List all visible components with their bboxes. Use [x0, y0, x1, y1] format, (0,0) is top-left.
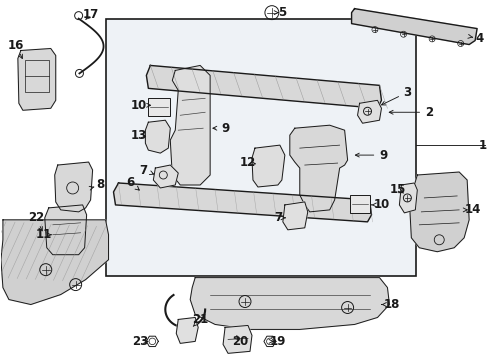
Text: 16: 16: [8, 39, 24, 52]
Text: 17: 17: [82, 8, 99, 21]
Polygon shape: [282, 202, 307, 230]
Polygon shape: [357, 100, 381, 123]
Polygon shape: [399, 183, 416, 213]
Text: 11: 11: [36, 228, 52, 241]
Text: 10: 10: [372, 198, 389, 211]
Polygon shape: [113, 183, 371, 222]
Text: 2: 2: [425, 106, 432, 119]
Bar: [25, 60, 49, 92]
Polygon shape: [153, 165, 178, 188]
Text: 4: 4: [474, 32, 482, 45]
Polygon shape: [351, 9, 476, 45]
Polygon shape: [55, 162, 92, 212]
Polygon shape: [1, 220, 108, 305]
Text: 9: 9: [379, 149, 387, 162]
Text: 22: 22: [28, 211, 44, 224]
Text: 1: 1: [478, 139, 486, 152]
Text: 13: 13: [130, 129, 146, 142]
Text: 15: 15: [388, 184, 405, 197]
Polygon shape: [264, 336, 275, 347]
Polygon shape: [45, 205, 86, 255]
Polygon shape: [18, 49, 56, 110]
Text: 12: 12: [240, 156, 256, 168]
Polygon shape: [251, 145, 285, 187]
Polygon shape: [289, 125, 347, 212]
Text: 18: 18: [383, 298, 399, 311]
Polygon shape: [170, 66, 210, 185]
Polygon shape: [146, 336, 158, 347]
Text: 8: 8: [96, 179, 104, 192]
Text: 10: 10: [130, 99, 146, 112]
Bar: [105, 19, 415, 276]
Text: 9: 9: [221, 122, 229, 135]
Text: 20: 20: [231, 335, 247, 348]
Polygon shape: [408, 172, 468, 252]
Bar: [148, 98, 170, 116]
Polygon shape: [145, 120, 170, 153]
Polygon shape: [176, 318, 198, 343]
Polygon shape: [190, 278, 388, 329]
Bar: [349, 195, 369, 213]
Text: 7: 7: [273, 211, 282, 224]
Text: 7: 7: [139, 163, 147, 176]
Text: 23: 23: [132, 335, 148, 348]
Text: 14: 14: [464, 203, 480, 216]
Text: 21: 21: [192, 313, 208, 326]
Text: 6: 6: [126, 176, 134, 189]
Polygon shape: [223, 325, 251, 353]
Text: 19: 19: [269, 335, 285, 348]
Text: 3: 3: [403, 86, 410, 99]
Text: 5: 5: [277, 6, 285, 19]
Polygon shape: [146, 66, 381, 108]
